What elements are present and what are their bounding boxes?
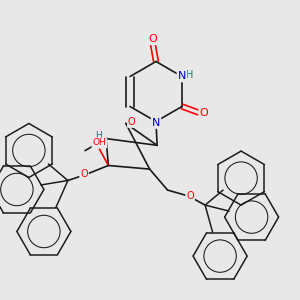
- Text: O: O: [80, 169, 88, 179]
- Text: N: N: [178, 71, 186, 81]
- Text: H: H: [95, 131, 102, 140]
- Text: O: O: [128, 117, 136, 127]
- Text: O: O: [200, 107, 208, 118]
- Text: O: O: [148, 34, 158, 44]
- Text: OH: OH: [92, 139, 106, 148]
- Text: N: N: [152, 118, 160, 128]
- Text: O: O: [186, 191, 194, 201]
- Text: H: H: [186, 70, 193, 80]
